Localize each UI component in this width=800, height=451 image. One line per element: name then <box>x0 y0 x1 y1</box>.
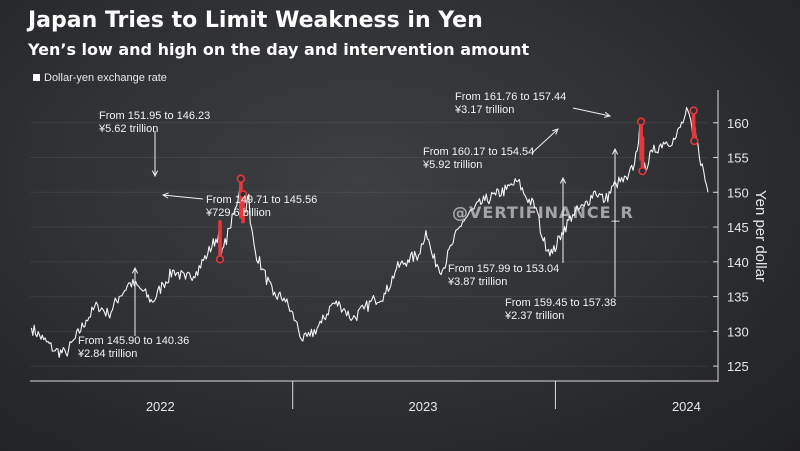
intervention-bar <box>241 194 245 224</box>
intervention-marker <box>690 136 699 146</box>
chart-grid <box>30 122 708 367</box>
series-layer <box>30 106 709 358</box>
annotation-arrowhead <box>604 111 612 118</box>
annotation-arrowhead <box>611 147 619 155</box>
y-tick-label: 130 <box>727 324 749 339</box>
annotation-amount: ¥3.17 trillion <box>454 104 514 116</box>
intervention-marker <box>215 255 225 264</box>
x-tick-label: 2023 <box>409 399 438 414</box>
x-tick-label: 2022 <box>146 399 175 414</box>
y-tick-label: 150 <box>727 185 749 200</box>
legend-label: Dollar-yen exchange rate <box>44 72 167 84</box>
annotation-amount: ¥729.6 billion <box>205 207 271 219</box>
intervention-marker <box>636 117 646 126</box>
x-tick-label: 2024 <box>672 399 701 414</box>
intervention-bar <box>692 126 697 141</box>
annotation-arrowhead <box>151 170 159 178</box>
legend: Dollar-yen exchange rate <box>33 72 167 84</box>
intervention-marker <box>236 174 246 183</box>
annotation-arrowhead <box>161 192 169 199</box>
annotation-range: From 151.95 to 146.23 <box>99 110 210 122</box>
annotation-amount: ¥5.62 trillion <box>98 123 158 135</box>
annotation-leader <box>532 128 559 153</box>
y-axis: 125 130 135 140 145 150 155 160 Yen per dollar <box>713 90 769 382</box>
annotation-range: From 159.45 to 157.38 <box>505 297 616 309</box>
y-tick-label: 140 <box>727 255 749 270</box>
annotation-arrowhead <box>552 128 559 135</box>
annotation-range: From 149.71 to 145.56 <box>206 194 317 206</box>
intervention-marker <box>238 190 248 199</box>
annotation-range: From 157.99 to 153.04 <box>448 263 559 275</box>
y-tick-label: 145 <box>727 220 749 235</box>
chart-title: Japan Tries to Limit Weakness in Yen <box>28 8 483 33</box>
legend-swatch <box>33 74 40 81</box>
y-axis-title: Yen per dollar <box>752 190 769 282</box>
y-tick-label: 160 <box>727 116 749 131</box>
series-line-exchange-rate <box>30 106 709 358</box>
intervention-marker <box>689 106 698 115</box>
y-tick-label: 155 <box>727 151 749 166</box>
intervention-bar <box>691 110 696 141</box>
annotation-range: From 145.90 to 140.36 <box>78 335 189 347</box>
intervention-marker <box>638 166 647 176</box>
y-tick-label: 135 <box>727 290 749 305</box>
annotation-amount: ¥5.92 trillion <box>422 159 482 171</box>
intervention-bar <box>239 178 243 219</box>
watermark: @VERTIFINANCE_R <box>452 203 634 222</box>
annotation-amount: ¥3.87 trillion <box>447 276 507 288</box>
annotation-range: From 161.76 to 157.44 <box>455 91 566 103</box>
y-tick-label: 125 <box>727 359 749 374</box>
annotation-leader <box>572 107 611 117</box>
intervention-bar <box>640 136 645 172</box>
annotation-layer: From 151.95 to 146.23¥5.62 trillion From … <box>77 91 619 360</box>
chart-subtitle: Yen’s low and high on the day and interv… <box>28 40 530 59</box>
intervention-layer <box>215 106 699 264</box>
x-axis: 2022 2023 2024 <box>30 380 718 414</box>
annotation-amount: ¥2.84 trillion <box>77 348 137 360</box>
annotation-amount: ¥2.37 trillion <box>504 310 564 322</box>
annotation-arrowhead <box>131 266 139 274</box>
annotation-leader <box>162 194 204 200</box>
annotation-range: From 160.17 to 154.54 <box>423 146 534 158</box>
intervention-bar <box>218 220 222 260</box>
annotation-arrowhead <box>559 176 567 184</box>
